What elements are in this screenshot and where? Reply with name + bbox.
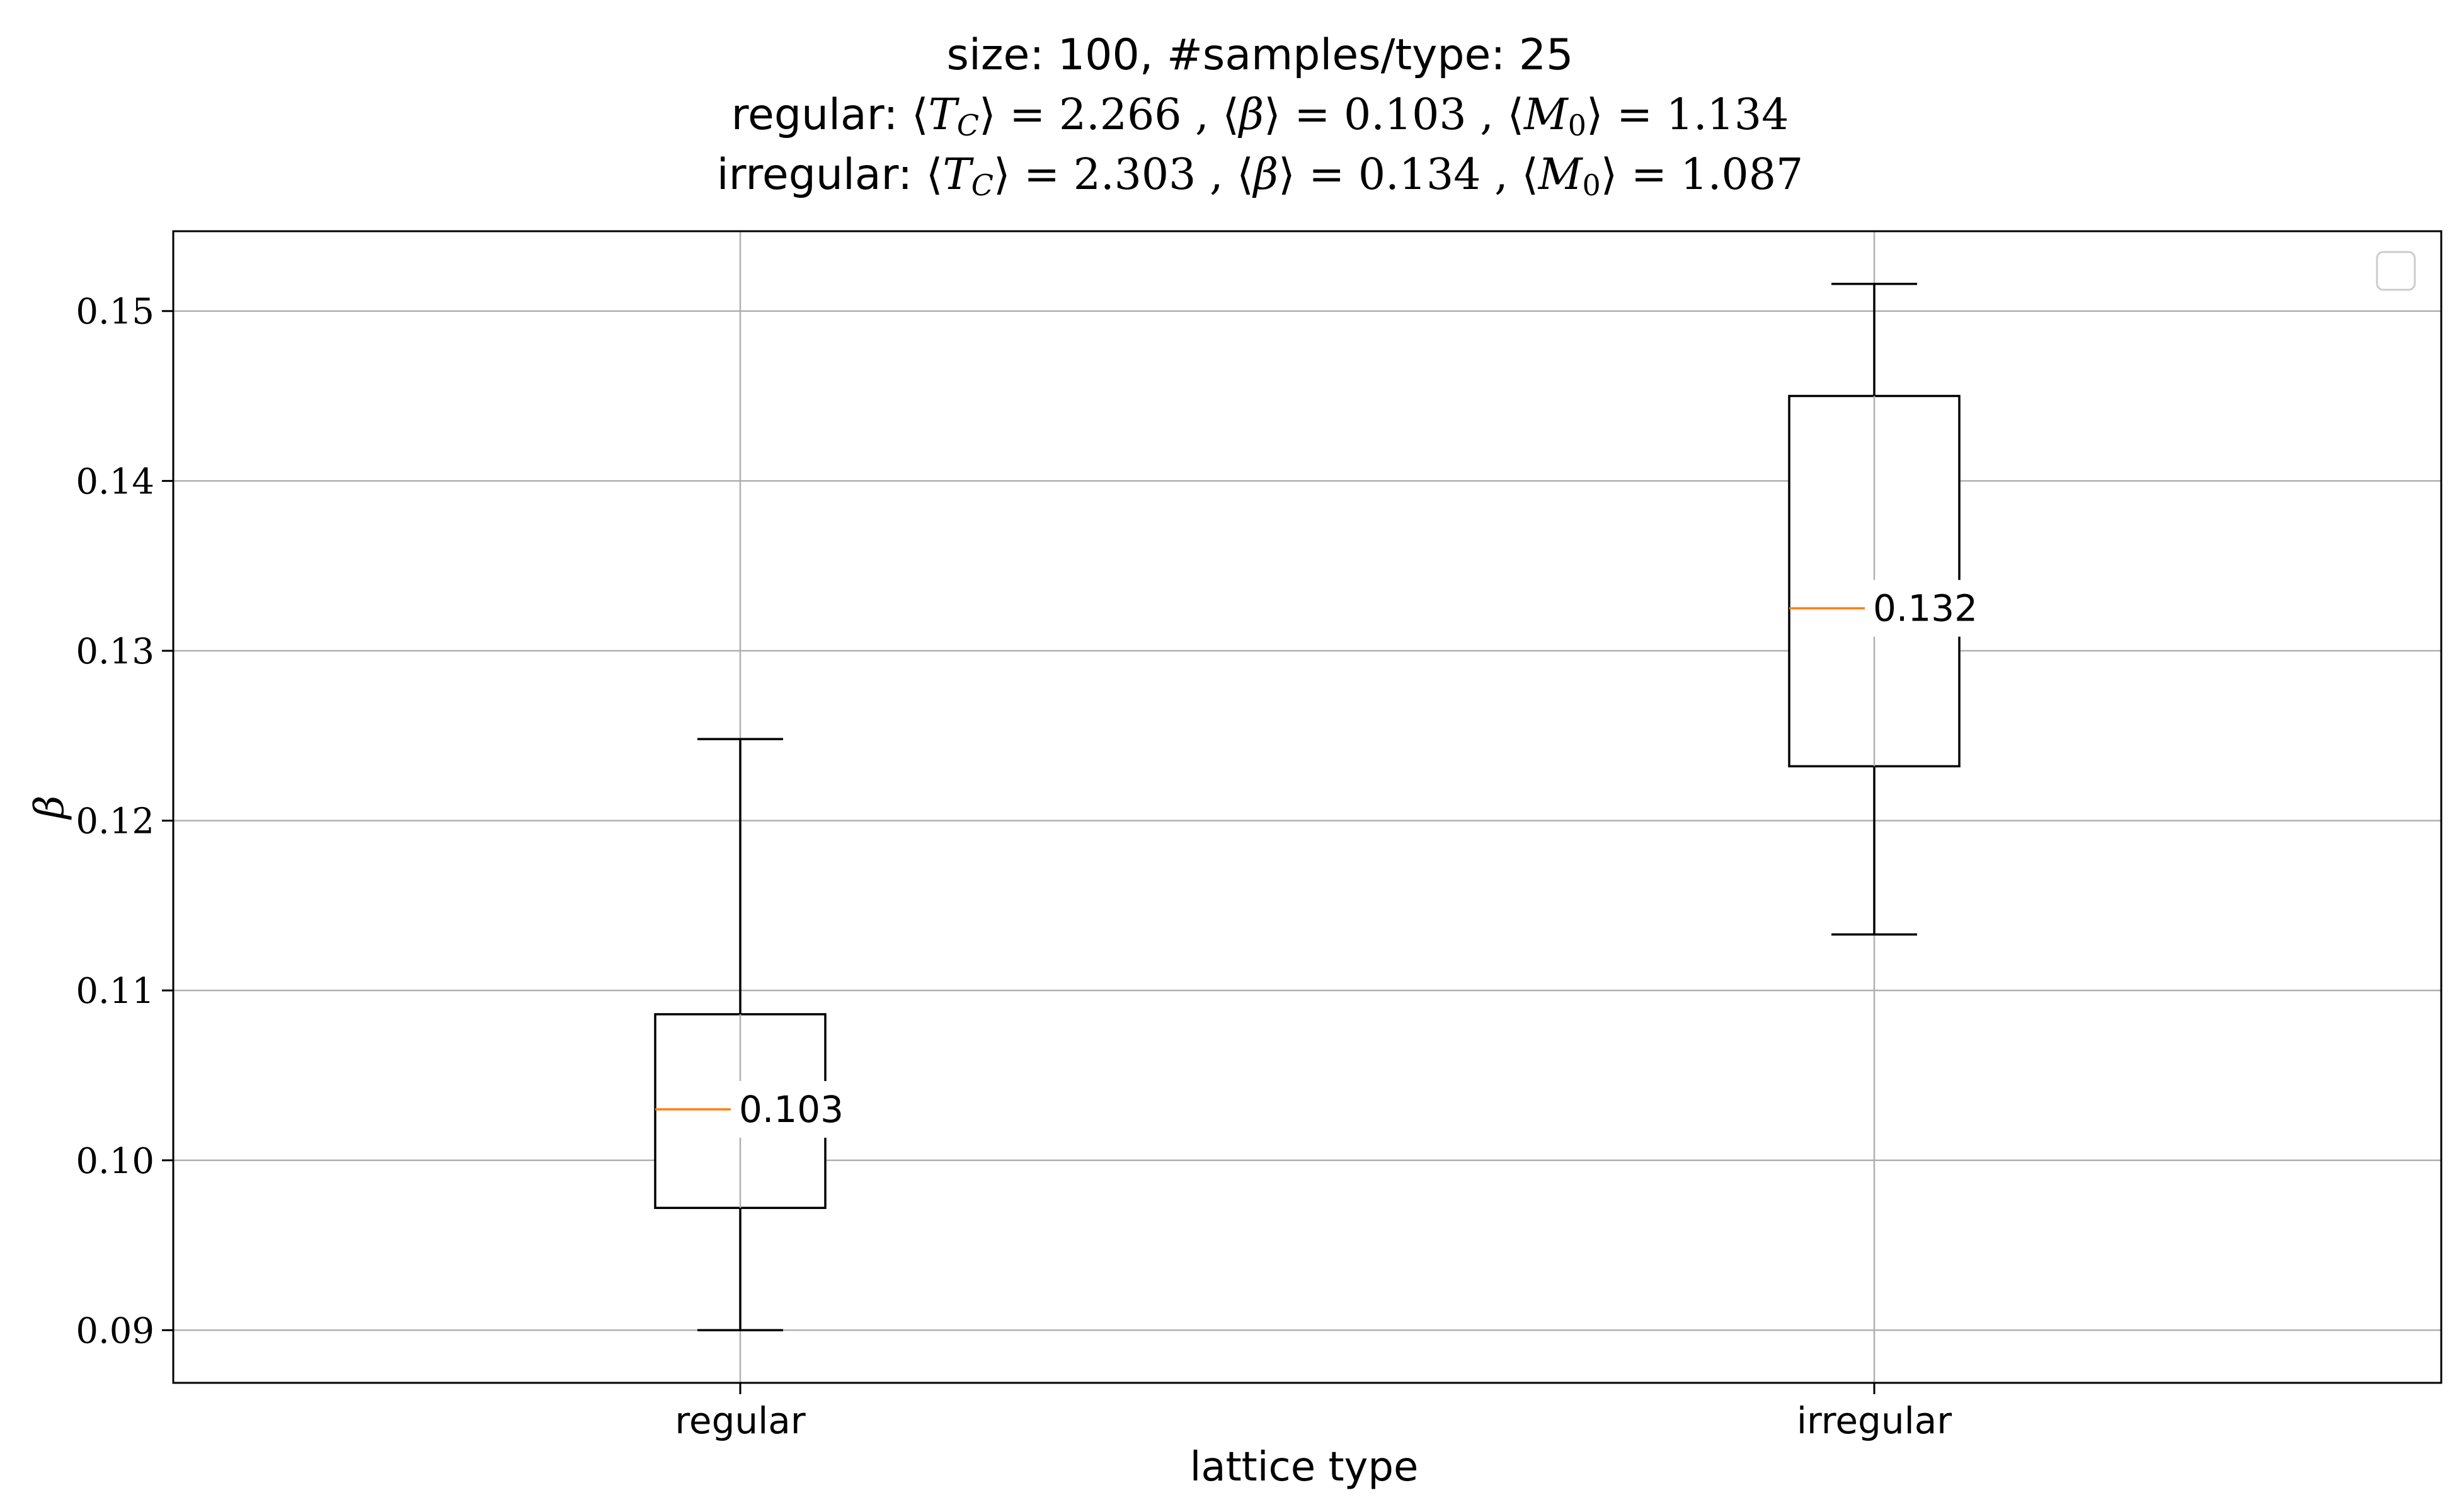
chart-title-line2: regular: ⟨TC⟩ = 2.266 , ⟨β⟩ = 0.103 , ⟨M… bbox=[731, 90, 1789, 142]
title-regular-m0: 1.134 bbox=[1666, 90, 1789, 140]
title-line3-prefix: irregular: bbox=[717, 150, 912, 200]
median-label-bg bbox=[1867, 580, 1993, 637]
y-tick-label: 0.09 bbox=[76, 1310, 154, 1351]
legend-box bbox=[2376, 251, 2416, 291]
box-regular: 0.103 bbox=[654, 738, 859, 1332]
x-tick-label: regular bbox=[675, 1399, 805, 1442]
x-axis-label: lattice type bbox=[1190, 1444, 1419, 1491]
axes-frame bbox=[172, 230, 2443, 1384]
title-regular-tc: 2.266 bbox=[1059, 90, 1182, 140]
x-tick-label: irregular bbox=[1797, 1399, 1952, 1442]
chart-title-line3: irregular: ⟨TC⟩ = 2.303 , ⟨β⟩ = 0.134 , … bbox=[717, 150, 1803, 202]
y-tick-label: 0.15 bbox=[76, 292, 154, 333]
median-label: 0.103 bbox=[739, 1088, 844, 1131]
title-irregular-tc: 2.303 bbox=[1074, 150, 1196, 200]
y-tick-label: 0.11 bbox=[76, 971, 154, 1012]
tick-layer: 0.09 0.10 0.11 0.12 0.13 0.14 0.15 regular irreg… bbox=[76, 292, 1952, 1442]
median-label-bg bbox=[733, 1080, 859, 1138]
box-layer: 0.103 0.132 bbox=[654, 282, 1993, 1332]
y-tick-label: 0.12 bbox=[76, 801, 154, 842]
title-regular-beta: 0.103 bbox=[1344, 90, 1467, 140]
title-irregular-m0: 1.087 bbox=[1681, 150, 1804, 200]
grid-layer bbox=[173, 231, 2441, 1383]
chart-title-line1: size: 100, #samples/type: 25 bbox=[947, 30, 1574, 80]
y-tick-label: 0.14 bbox=[76, 461, 154, 502]
title-irregular-beta: 0.134 bbox=[1358, 150, 1481, 200]
median-label: 0.132 bbox=[1873, 587, 1978, 630]
y-tick-label: 0.10 bbox=[76, 1141, 154, 1182]
title-line2-prefix: regular: bbox=[731, 90, 898, 140]
box-irregular: 0.132 bbox=[1788, 282, 1993, 936]
y-tick-label: 0.13 bbox=[76, 631, 154, 672]
y-axis-label: β bbox=[26, 796, 73, 820]
